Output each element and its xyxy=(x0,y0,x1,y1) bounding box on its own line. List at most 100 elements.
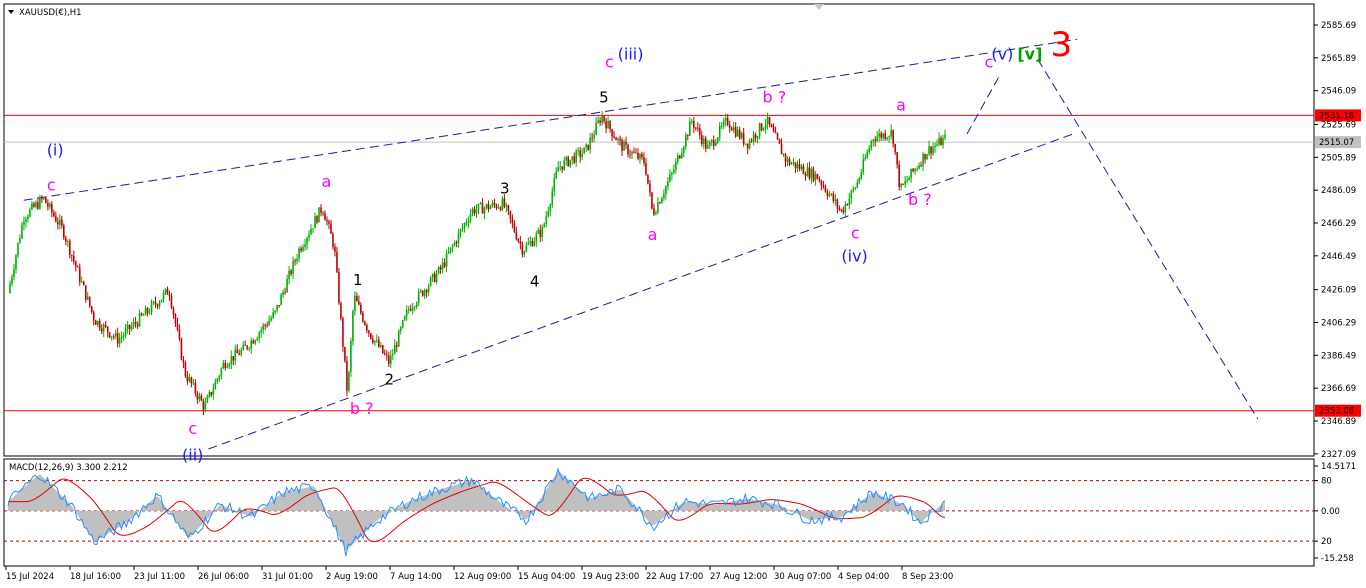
candle-body xyxy=(212,389,215,395)
candle-body xyxy=(19,238,21,243)
candle-body xyxy=(746,143,749,149)
candle-body xyxy=(754,134,757,139)
candle-body xyxy=(70,255,73,256)
candle-body xyxy=(663,194,665,199)
candle-body xyxy=(834,199,837,201)
candle-body xyxy=(531,240,534,246)
wave-label: a xyxy=(648,225,658,244)
time-tick-label: 2 Aug 19:00 xyxy=(326,572,378,582)
candle-body xyxy=(360,304,362,314)
candle-body xyxy=(926,154,928,160)
candle-body xyxy=(15,255,17,270)
candle-body xyxy=(894,143,896,153)
candle-body xyxy=(685,135,687,147)
candle-body xyxy=(180,338,183,360)
candle-body xyxy=(300,248,302,251)
wave-label: (v) xyxy=(991,44,1013,63)
collapse-arrow-icon[interactable] xyxy=(8,10,14,14)
candle-body xyxy=(419,290,422,292)
candle-body xyxy=(521,243,524,255)
candle-body xyxy=(214,381,217,390)
candle-body xyxy=(846,204,849,206)
candle-body xyxy=(814,174,817,181)
macd-main-line xyxy=(7,467,946,557)
candle-body xyxy=(51,203,53,213)
candle-body xyxy=(603,116,605,122)
price-tick-label: 2525.69 xyxy=(1321,120,1356,130)
candle-body xyxy=(158,302,161,307)
candle-body xyxy=(730,128,733,131)
candle-body xyxy=(505,205,508,207)
candle-body xyxy=(706,145,709,149)
candle-body xyxy=(720,125,723,127)
candle-body xyxy=(942,137,944,146)
price-tick-label: 2585.69 xyxy=(1321,21,1356,31)
candle-body xyxy=(519,241,522,244)
candle-body xyxy=(208,392,211,397)
candle-body xyxy=(336,251,338,272)
candle-body xyxy=(806,167,809,177)
candle-body xyxy=(762,128,765,131)
candle-body xyxy=(497,207,500,209)
candle-body xyxy=(782,154,785,155)
candle-body xyxy=(838,207,841,210)
candle-body xyxy=(234,349,237,361)
candle-body xyxy=(559,166,562,168)
candle-body xyxy=(252,340,255,344)
time-tick-label: 30 Aug 07:00 xyxy=(774,572,831,582)
candle-body xyxy=(459,229,462,233)
candle-body xyxy=(308,234,310,238)
candle-body xyxy=(633,151,635,153)
candle-body xyxy=(146,308,149,313)
candle-body xyxy=(523,251,526,255)
wave-label: 2 xyxy=(384,370,394,388)
candle-body xyxy=(481,202,484,214)
candle-body xyxy=(57,221,59,225)
candle-body xyxy=(242,344,245,350)
candle-body xyxy=(228,364,231,367)
candle-body xyxy=(734,126,737,137)
candle-body xyxy=(134,321,137,324)
candle-body xyxy=(605,121,607,129)
candle-body xyxy=(898,164,900,188)
candle-body xyxy=(92,312,95,321)
candle-body xyxy=(294,260,296,262)
candle-body xyxy=(380,345,382,347)
candle-body xyxy=(487,204,490,210)
candle-body xyxy=(700,135,703,145)
candle-body xyxy=(563,160,566,170)
candle-body xyxy=(842,210,845,213)
candle-body xyxy=(547,211,550,216)
scroll-marker-icon[interactable] xyxy=(814,4,824,10)
candle-body xyxy=(382,345,384,354)
candle-body xyxy=(665,186,667,195)
candle-body xyxy=(320,207,322,213)
candle-body xyxy=(722,120,725,126)
candle-body xyxy=(31,203,33,210)
candle-body xyxy=(669,174,671,182)
candle-body xyxy=(182,359,185,363)
candle-body xyxy=(748,140,751,149)
candle-body xyxy=(198,395,201,400)
candle-body xyxy=(391,354,394,356)
candle-body xyxy=(689,121,691,136)
price-tick-label: 2505.89 xyxy=(1321,153,1356,163)
candle-body xyxy=(657,202,659,213)
candle-body xyxy=(47,203,49,207)
candle-body xyxy=(413,306,416,308)
candle-body xyxy=(112,336,115,338)
candle-body xyxy=(527,242,530,245)
wave-label: a xyxy=(896,96,906,115)
candle-body xyxy=(429,277,432,286)
candle-body xyxy=(792,162,795,164)
wave-label: (iv) xyxy=(841,247,867,266)
candle-body xyxy=(192,382,195,384)
candle-body xyxy=(43,197,45,199)
candle-body xyxy=(366,324,368,331)
candle-body xyxy=(691,121,693,122)
candle-body xyxy=(55,215,57,222)
candle-body xyxy=(186,376,189,382)
candle-body xyxy=(276,305,278,311)
candle-body xyxy=(569,159,571,167)
candle-body xyxy=(860,172,863,179)
